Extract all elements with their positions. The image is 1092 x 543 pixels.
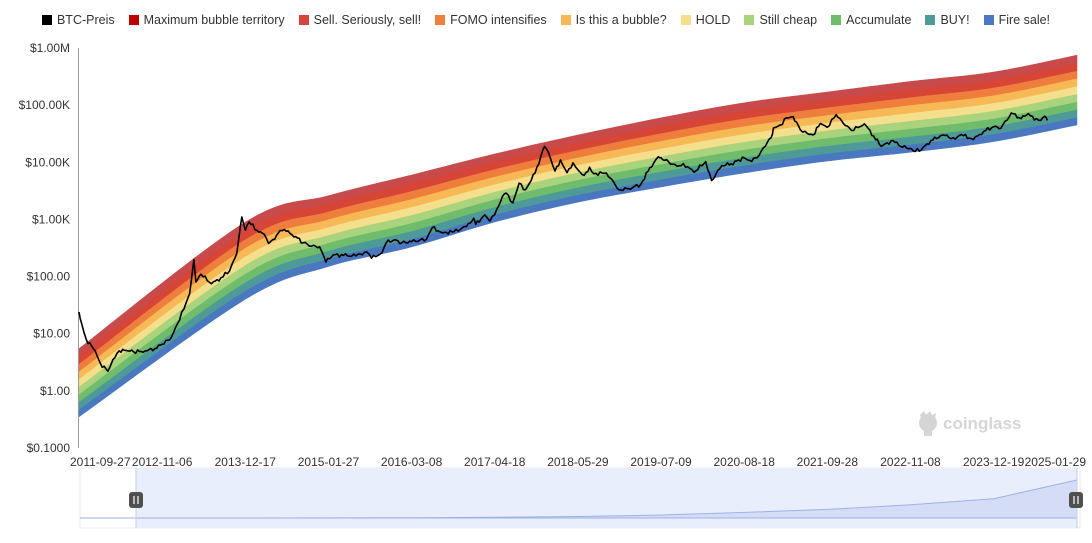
- legend-item[interactable]: Accumulate: [831, 13, 911, 27]
- legend-swatch: [128, 15, 139, 25]
- legend-swatch: [41, 15, 52, 25]
- y-tick-label: $1.00K: [32, 212, 70, 226]
- legend-label: Fire sale!: [998, 13, 1051, 27]
- y-tick-label: $100.00K: [19, 98, 70, 112]
- x-tick-label: 2022-11-08: [880, 455, 941, 469]
- legend-label: BTC-Preis: [56, 13, 115, 27]
- x-axis: 2011-09-27 2012-11-06 2013-12-17 2015-01-27…: [70, 455, 1086, 469]
- legend-item[interactable]: FOMO intensifies: [435, 13, 547, 27]
- x-tick-label: 2023-12-19: [963, 455, 1025, 469]
- x-tick-label: 2013-12-17: [215, 455, 277, 469]
- range-navigator[interactable]: [79, 467, 1083, 529]
- x-tick-label: 2015-01-27: [298, 455, 360, 469]
- legend-item[interactable]: BTC-Preis: [41, 13, 115, 27]
- legend-item[interactable]: Is this a bubble?: [560, 13, 667, 27]
- navigator-left-handle[interactable]: [129, 492, 143, 508]
- legend-label: HOLD: [695, 13, 731, 27]
- legend-label: Maximum bubble territory: [143, 13, 285, 27]
- legend-item[interactable]: Still cheap: [744, 13, 817, 27]
- y-tick-label: $1.00: [40, 384, 70, 398]
- x-tick-label: 2020-08-18: [714, 455, 776, 469]
- legend-label: BUY!: [940, 13, 970, 27]
- legend-item[interactable]: Fire sale!: [983, 13, 1051, 27]
- navigator-area: [80, 479, 1078, 519]
- legend-swatch: [831, 15, 842, 25]
- watermark: coinglass: [919, 411, 1021, 436]
- y-tick-label: $0.1000: [27, 441, 71, 455]
- x-tick-label: 2025-01-29: [1025, 455, 1087, 469]
- legend-item[interactable]: Maximum bubble territory: [128, 13, 285, 27]
- legend-item[interactable]: BUY!: [925, 13, 970, 27]
- legend-swatch: [680, 15, 691, 25]
- x-tick-label: 2019-07-09: [630, 455, 692, 469]
- legend-label: Sell. Seriously, sell!: [313, 13, 422, 27]
- legend-swatch: [925, 15, 936, 25]
- y-tick-label: $10.00K: [25, 155, 70, 169]
- y-tick-label: $1.00M: [30, 41, 70, 55]
- x-tick-label: 2016-03-08: [381, 455, 443, 469]
- legend-swatch: [983, 15, 994, 25]
- navigator-right-handle[interactable]: [1069, 492, 1083, 508]
- legend-swatch: [560, 15, 571, 25]
- x-tick-label: 2017-04-18: [464, 455, 526, 469]
- y-tick-label: $10.00: [33, 327, 70, 341]
- x-tick-label: 2011-09-27: [70, 455, 131, 469]
- coinglass-logo-icon: [919, 411, 937, 436]
- x-tick-label: 2018-05-29: [547, 455, 609, 469]
- legend-label: FOMO intensifies: [450, 13, 547, 27]
- legend-item[interactable]: Sell. Seriously, sell!: [298, 13, 422, 27]
- y-axis: $0.1000 $1.00 $10.00 $100.00 $1.00K $10.00K $1…: [19, 41, 71, 455]
- price-line: [78, 112, 1049, 373]
- rainbow-bands: [78, 54, 1078, 418]
- rainbow-band: [78, 54, 1078, 357]
- navigator-selected-range: [136, 468, 1077, 528]
- x-tick-label: 2012-11-06: [132, 455, 193, 469]
- legend-label: Is this a bubble?: [575, 13, 667, 27]
- legend-item[interactable]: HOLD: [680, 13, 731, 27]
- legend-label: Accumulate: [846, 13, 912, 27]
- watermark-text: coinglass: [943, 414, 1021, 433]
- x-tick-label: 2021-09-28: [797, 455, 859, 469]
- y-tick-label: $100.00: [27, 270, 71, 284]
- legend-swatch: [298, 15, 309, 25]
- legend-label: Still cheap: [759, 13, 818, 27]
- legend-swatch: [744, 15, 755, 25]
- legend-swatch: [435, 15, 446, 25]
- legend: BTC-Preis Maximum bubble territory Sell. S…: [0, 0, 1092, 40]
- price-series: [78, 112, 1049, 373]
